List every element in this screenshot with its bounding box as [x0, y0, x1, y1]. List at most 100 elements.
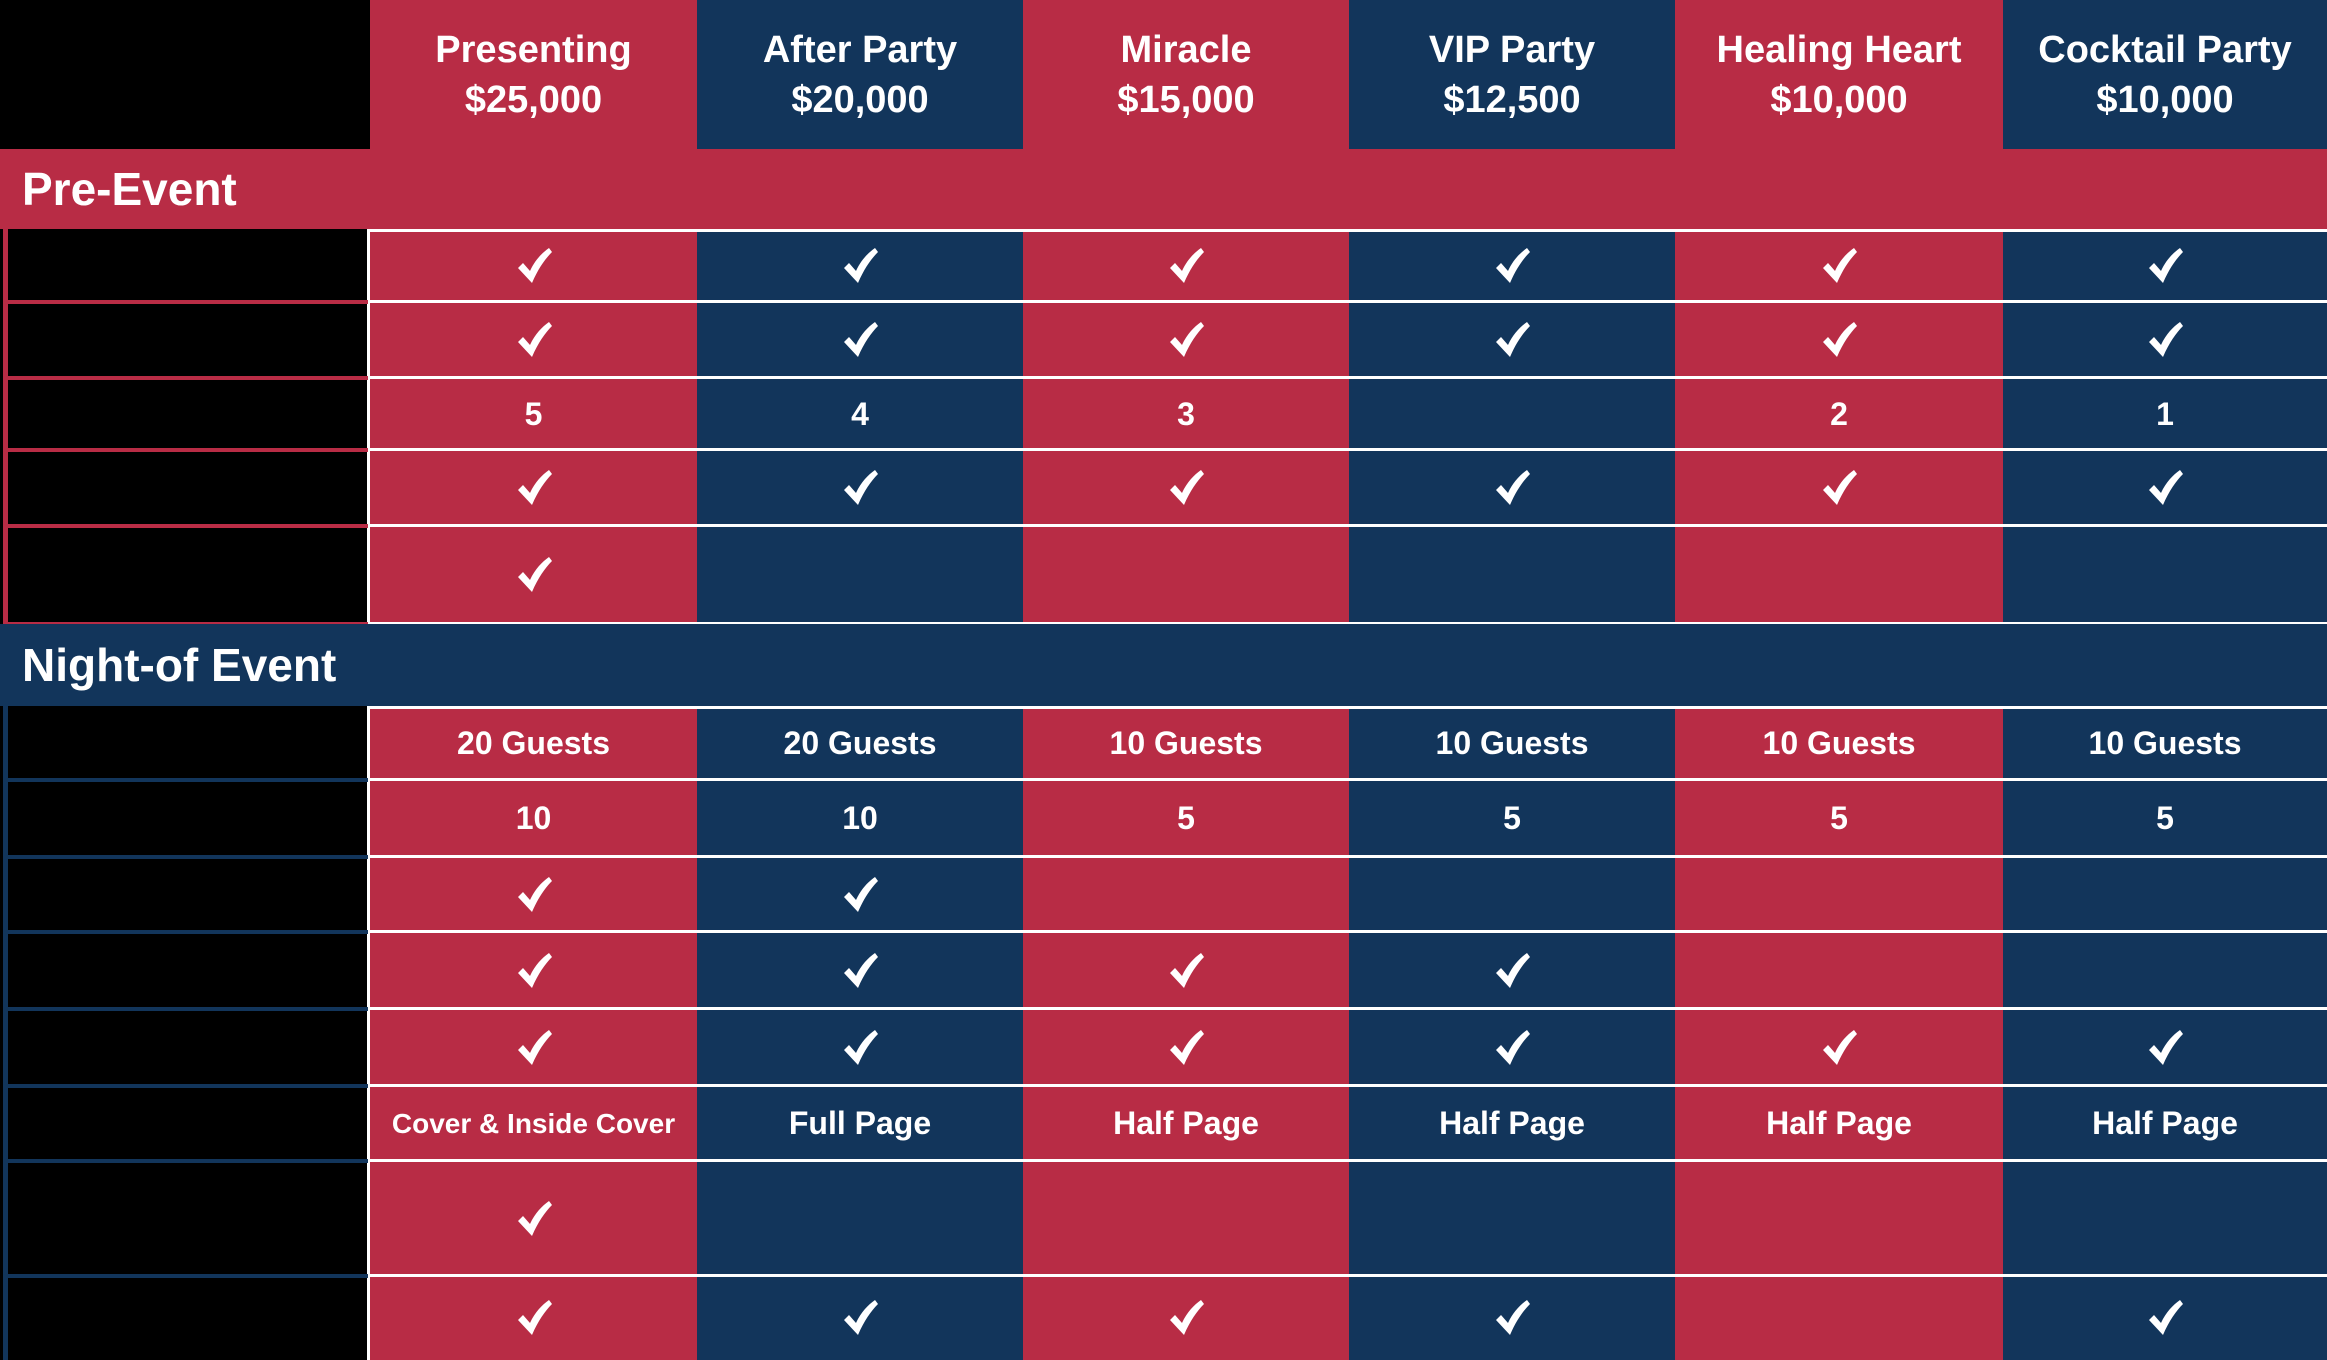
checkmark-icon — [844, 322, 878, 357]
checkmark-icon — [844, 247, 878, 283]
checkmark-icon — [2149, 247, 2183, 283]
benefit-check — [1023, 932, 1349, 1009]
checkmark-icon — [517, 1200, 552, 1236]
benefit-check — [1023, 229, 1349, 302]
benefit-check — [1349, 450, 1675, 526]
checkmark-icon — [2149, 322, 2183, 357]
benefit-check — [2003, 450, 2327, 526]
section-title: Pre-Event — [22, 163, 237, 215]
tier-column-bg — [1349, 706, 1675, 1360]
label-row-divider — [3, 1274, 368, 1278]
tier-header-vip-party: VIP Party $12,500 — [1349, 0, 1675, 149]
checkmark-icon — [2149, 1300, 2183, 1335]
benefit-value: 10 Guests — [1349, 706, 1675, 780]
benefit-value: 5 — [1023, 780, 1349, 857]
benefit-check — [370, 1276, 697, 1360]
tier-header-after-party: After Party $20,000 — [697, 0, 1023, 149]
benefit-value: Cover & Inside Cover — [370, 1086, 697, 1161]
cell-text: 5 — [1503, 800, 1521, 836]
label-row-divider — [3, 930, 368, 934]
cell-text: Cover & Inside Cover — [391, 1107, 676, 1139]
checkmark-icon — [1170, 952, 1204, 988]
benefit-check — [1023, 1009, 1349, 1086]
checkmark-icon — [1170, 322, 1204, 357]
benefit-check — [370, 932, 697, 1009]
checkmark-icon — [1170, 1029, 1204, 1065]
label-column-edge — [3, 706, 8, 1360]
label-row-divider — [3, 300, 368, 304]
row-divider — [367, 1084, 2327, 1087]
row-divider — [367, 622, 2327, 625]
checkmark-icon — [1823, 247, 1857, 283]
cell-text: 10 — [842, 800, 878, 836]
cell-text: Half Page — [1766, 1105, 1912, 1141]
checkmark-icon — [517, 1029, 552, 1065]
label-column-edge — [3, 229, 8, 624]
checkmark-icon — [517, 470, 552, 505]
checkmark-icon — [517, 557, 552, 592]
tier-price: $10,000 — [1770, 78, 1908, 121]
label-row-divider — [3, 1007, 368, 1011]
benefit-value: Half Page — [1349, 1086, 1675, 1161]
benefit-check — [697, 229, 1023, 302]
benefit-check — [1675, 302, 2003, 378]
row-divider — [367, 300, 2327, 303]
benefit-check — [370, 302, 697, 378]
checkmark-icon — [1496, 470, 1530, 505]
checkmark-icon — [844, 1300, 878, 1335]
row-divider — [367, 448, 2327, 451]
row-divider — [367, 376, 2327, 379]
tier-header-presenting: Presenting $25,000 — [370, 0, 697, 149]
benefit-value: 5 — [2003, 780, 2327, 857]
tier-price: $10,000 — [2096, 78, 2234, 121]
checkmark-icon — [517, 876, 552, 912]
row-divider — [367, 706, 2327, 709]
benefit-check — [1023, 1276, 1349, 1360]
label-row-divider — [3, 778, 368, 782]
benefit-check — [697, 450, 1023, 526]
tier-header-cocktail-party: Cocktail Party $10,000 — [2003, 0, 2327, 149]
cell-text: 20 Guests — [783, 724, 937, 761]
cell-text: Half Page — [2092, 1105, 2238, 1141]
checkmark-icon — [1823, 322, 1857, 357]
benefit-value: Full Page — [697, 1086, 1023, 1161]
label-row-divider — [3, 855, 368, 859]
benefit-check — [1349, 1009, 1675, 1086]
row-divider — [367, 930, 2327, 933]
tier-column-bg — [2003, 229, 2327, 624]
checkmark-icon — [1170, 247, 1204, 283]
tier-price: $25,000 — [464, 78, 603, 121]
checkmark-icon — [517, 247, 552, 283]
checkmark-icon — [2149, 1029, 2183, 1065]
table-divider-vertical — [367, 229, 370, 624]
benefit-value: Half Page — [1675, 1086, 2003, 1161]
benefit-value: 4 — [697, 378, 1023, 450]
row-divider — [367, 855, 2327, 858]
cell-text: Half Page — [1439, 1105, 1585, 1141]
benefit-value: 10 — [370, 780, 697, 857]
cell-text: 2 — [1830, 395, 1848, 432]
benefit-check — [1675, 450, 2003, 526]
tier-column-bg — [370, 706, 697, 1360]
tier-column-bg — [697, 706, 1023, 1360]
benefit-check — [697, 932, 1023, 1009]
tier-column-bg — [1675, 706, 2003, 1360]
tier-header-miracle: Miracle $15,000 — [1023, 0, 1349, 149]
benefit-check — [1675, 1009, 2003, 1086]
cell-text: 5 — [1830, 800, 1848, 836]
cell-text: 3 — [1177, 395, 1195, 432]
checkmark-icon — [1496, 1300, 1530, 1335]
checkmark-icon — [844, 470, 878, 505]
tier-column-bg — [2003, 706, 2327, 1360]
tier-column-bg — [697, 229, 1023, 624]
benefit-check — [2003, 1009, 2327, 1086]
tier-column-bg — [1023, 706, 1349, 1360]
benefit-check — [370, 857, 697, 932]
cell-text: 20 Guests — [457, 724, 610, 761]
benefit-check — [370, 526, 697, 624]
benefit-check — [697, 302, 1023, 378]
label-row-divider — [3, 1159, 368, 1163]
benefit-value: 10 — [697, 780, 1023, 857]
row-divider — [367, 524, 2327, 527]
checkmark-icon — [844, 876, 878, 912]
